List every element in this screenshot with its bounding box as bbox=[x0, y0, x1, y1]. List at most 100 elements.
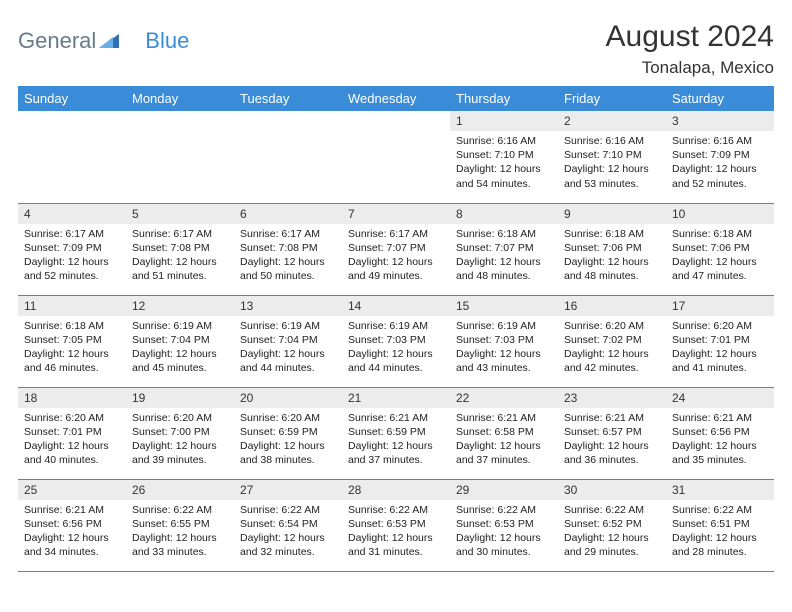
day-number: 3 bbox=[666, 111, 774, 131]
triangle-icon bbox=[99, 28, 119, 54]
calendar-day: 22Sunrise: 6:21 AMSunset: 6:58 PMDayligh… bbox=[450, 387, 558, 479]
day-number: 29 bbox=[450, 480, 558, 500]
calendar-day: 9Sunrise: 6:18 AMSunset: 7:06 PMDaylight… bbox=[558, 203, 666, 295]
calendar-empty bbox=[342, 111, 450, 203]
weekday-header: Sunday bbox=[18, 86, 126, 111]
calendar-table: SundayMondayTuesdayWednesdayThursdayFrid… bbox=[18, 86, 774, 572]
calendar-day: 13Sunrise: 6:19 AMSunset: 7:04 PMDayligh… bbox=[234, 295, 342, 387]
day-number: 14 bbox=[342, 296, 450, 316]
calendar-empty bbox=[18, 111, 126, 203]
calendar-row: 11Sunrise: 6:18 AMSunset: 7:05 PMDayligh… bbox=[18, 295, 774, 387]
day-number bbox=[234, 111, 342, 131]
calendar-day: 4Sunrise: 6:17 AMSunset: 7:09 PMDaylight… bbox=[18, 203, 126, 295]
day-number: 9 bbox=[558, 204, 666, 224]
day-details: Sunrise: 6:19 AMSunset: 7:03 PMDaylight:… bbox=[342, 316, 450, 380]
logo-text-b: Blue bbox=[145, 28, 189, 54]
month-title: August 2024 bbox=[606, 20, 774, 54]
day-number: 13 bbox=[234, 296, 342, 316]
calendar-day: 16Sunrise: 6:20 AMSunset: 7:02 PMDayligh… bbox=[558, 295, 666, 387]
day-details: Sunrise: 6:18 AMSunset: 7:06 PMDaylight:… bbox=[666, 224, 774, 288]
calendar-day: 17Sunrise: 6:20 AMSunset: 7:01 PMDayligh… bbox=[666, 295, 774, 387]
calendar-day: 27Sunrise: 6:22 AMSunset: 6:54 PMDayligh… bbox=[234, 479, 342, 571]
day-number: 6 bbox=[234, 204, 342, 224]
calendar-day: 26Sunrise: 6:22 AMSunset: 6:55 PMDayligh… bbox=[126, 479, 234, 571]
day-details: Sunrise: 6:19 AMSunset: 7:03 PMDaylight:… bbox=[450, 316, 558, 380]
day-number: 10 bbox=[666, 204, 774, 224]
calendar-day: 31Sunrise: 6:22 AMSunset: 6:51 PMDayligh… bbox=[666, 479, 774, 571]
day-number: 22 bbox=[450, 388, 558, 408]
day-number: 19 bbox=[126, 388, 234, 408]
day-details: Sunrise: 6:21 AMSunset: 6:58 PMDaylight:… bbox=[450, 408, 558, 472]
day-details: Sunrise: 6:22 AMSunset: 6:53 PMDaylight:… bbox=[450, 500, 558, 564]
calendar-empty bbox=[234, 111, 342, 203]
calendar-row: 18Sunrise: 6:20 AMSunset: 7:01 PMDayligh… bbox=[18, 387, 774, 479]
calendar-day: 25Sunrise: 6:21 AMSunset: 6:56 PMDayligh… bbox=[18, 479, 126, 571]
day-number: 23 bbox=[558, 388, 666, 408]
location: Tonalapa, Mexico bbox=[606, 58, 774, 78]
weekday-header: Tuesday bbox=[234, 86, 342, 111]
calendar-day: 11Sunrise: 6:18 AMSunset: 7:05 PMDayligh… bbox=[18, 295, 126, 387]
calendar-day: 2Sunrise: 6:16 AMSunset: 7:10 PMDaylight… bbox=[558, 111, 666, 203]
day-number: 2 bbox=[558, 111, 666, 131]
calendar-day: 8Sunrise: 6:18 AMSunset: 7:07 PMDaylight… bbox=[450, 203, 558, 295]
day-details: Sunrise: 6:20 AMSunset: 7:01 PMDaylight:… bbox=[18, 408, 126, 472]
day-number bbox=[18, 111, 126, 131]
day-number: 18 bbox=[18, 388, 126, 408]
day-details: Sunrise: 6:19 AMSunset: 7:04 PMDaylight:… bbox=[126, 316, 234, 380]
day-details: Sunrise: 6:22 AMSunset: 6:53 PMDaylight:… bbox=[342, 500, 450, 564]
day-details: Sunrise: 6:21 AMSunset: 6:57 PMDaylight:… bbox=[558, 408, 666, 472]
calendar-day: 18Sunrise: 6:20 AMSunset: 7:01 PMDayligh… bbox=[18, 387, 126, 479]
day-details: Sunrise: 6:18 AMSunset: 7:05 PMDaylight:… bbox=[18, 316, 126, 380]
day-details: Sunrise: 6:20 AMSunset: 7:01 PMDaylight:… bbox=[666, 316, 774, 380]
calendar-day: 7Sunrise: 6:17 AMSunset: 7:07 PMDaylight… bbox=[342, 203, 450, 295]
day-number: 20 bbox=[234, 388, 342, 408]
day-number: 5 bbox=[126, 204, 234, 224]
page-header: General Blue August 2024 Tonalapa, Mexic… bbox=[18, 20, 774, 78]
day-number: 24 bbox=[666, 388, 774, 408]
day-details: Sunrise: 6:16 AMSunset: 7:09 PMDaylight:… bbox=[666, 131, 774, 195]
calendar-day: 5Sunrise: 6:17 AMSunset: 7:08 PMDaylight… bbox=[126, 203, 234, 295]
calendar-row: 4Sunrise: 6:17 AMSunset: 7:09 PMDaylight… bbox=[18, 203, 774, 295]
day-details: Sunrise: 6:21 AMSunset: 6:56 PMDaylight:… bbox=[666, 408, 774, 472]
weekday-header: Friday bbox=[558, 86, 666, 111]
logo-text-a: General bbox=[18, 28, 96, 54]
day-details: Sunrise: 6:20 AMSunset: 7:02 PMDaylight:… bbox=[558, 316, 666, 380]
weekday-header: Saturday bbox=[666, 86, 774, 111]
day-details: Sunrise: 6:20 AMSunset: 7:00 PMDaylight:… bbox=[126, 408, 234, 472]
calendar-row: 1Sunrise: 6:16 AMSunset: 7:10 PMDaylight… bbox=[18, 111, 774, 203]
day-details: Sunrise: 6:18 AMSunset: 7:06 PMDaylight:… bbox=[558, 224, 666, 288]
calendar-day: 23Sunrise: 6:21 AMSunset: 6:57 PMDayligh… bbox=[558, 387, 666, 479]
day-details: Sunrise: 6:21 AMSunset: 6:59 PMDaylight:… bbox=[342, 408, 450, 472]
day-number: 17 bbox=[666, 296, 774, 316]
day-number: 31 bbox=[666, 480, 774, 500]
calendar-day: 29Sunrise: 6:22 AMSunset: 6:53 PMDayligh… bbox=[450, 479, 558, 571]
calendar-day: 30Sunrise: 6:22 AMSunset: 6:52 PMDayligh… bbox=[558, 479, 666, 571]
day-details: Sunrise: 6:19 AMSunset: 7:04 PMDaylight:… bbox=[234, 316, 342, 380]
calendar-day: 6Sunrise: 6:17 AMSunset: 7:08 PMDaylight… bbox=[234, 203, 342, 295]
day-details: Sunrise: 6:22 AMSunset: 6:52 PMDaylight:… bbox=[558, 500, 666, 564]
day-details: Sunrise: 6:17 AMSunset: 7:09 PMDaylight:… bbox=[18, 224, 126, 288]
day-number: 21 bbox=[342, 388, 450, 408]
day-details: Sunrise: 6:22 AMSunset: 6:55 PMDaylight:… bbox=[126, 500, 234, 564]
calendar-day: 1Sunrise: 6:16 AMSunset: 7:10 PMDaylight… bbox=[450, 111, 558, 203]
day-details: Sunrise: 6:17 AMSunset: 7:07 PMDaylight:… bbox=[342, 224, 450, 288]
calendar-row: 25Sunrise: 6:21 AMSunset: 6:56 PMDayligh… bbox=[18, 479, 774, 571]
calendar-day: 19Sunrise: 6:20 AMSunset: 7:00 PMDayligh… bbox=[126, 387, 234, 479]
day-details: Sunrise: 6:16 AMSunset: 7:10 PMDaylight:… bbox=[558, 131, 666, 195]
day-number: 25 bbox=[18, 480, 126, 500]
day-number: 8 bbox=[450, 204, 558, 224]
day-number: 11 bbox=[18, 296, 126, 316]
calendar-day: 21Sunrise: 6:21 AMSunset: 6:59 PMDayligh… bbox=[342, 387, 450, 479]
calendar-day: 10Sunrise: 6:18 AMSunset: 7:06 PMDayligh… bbox=[666, 203, 774, 295]
calendar-day: 14Sunrise: 6:19 AMSunset: 7:03 PMDayligh… bbox=[342, 295, 450, 387]
calendar-day: 28Sunrise: 6:22 AMSunset: 6:53 PMDayligh… bbox=[342, 479, 450, 571]
day-details: Sunrise: 6:17 AMSunset: 7:08 PMDaylight:… bbox=[234, 224, 342, 288]
logo: General Blue bbox=[18, 28, 189, 54]
calendar-day: 20Sunrise: 6:20 AMSunset: 6:59 PMDayligh… bbox=[234, 387, 342, 479]
day-details: Sunrise: 6:17 AMSunset: 7:08 PMDaylight:… bbox=[126, 224, 234, 288]
day-details: Sunrise: 6:16 AMSunset: 7:10 PMDaylight:… bbox=[450, 131, 558, 195]
weekday-header: Wednesday bbox=[342, 86, 450, 111]
day-details: Sunrise: 6:22 AMSunset: 6:54 PMDaylight:… bbox=[234, 500, 342, 564]
calendar-day: 24Sunrise: 6:21 AMSunset: 6:56 PMDayligh… bbox=[666, 387, 774, 479]
day-number: 12 bbox=[126, 296, 234, 316]
